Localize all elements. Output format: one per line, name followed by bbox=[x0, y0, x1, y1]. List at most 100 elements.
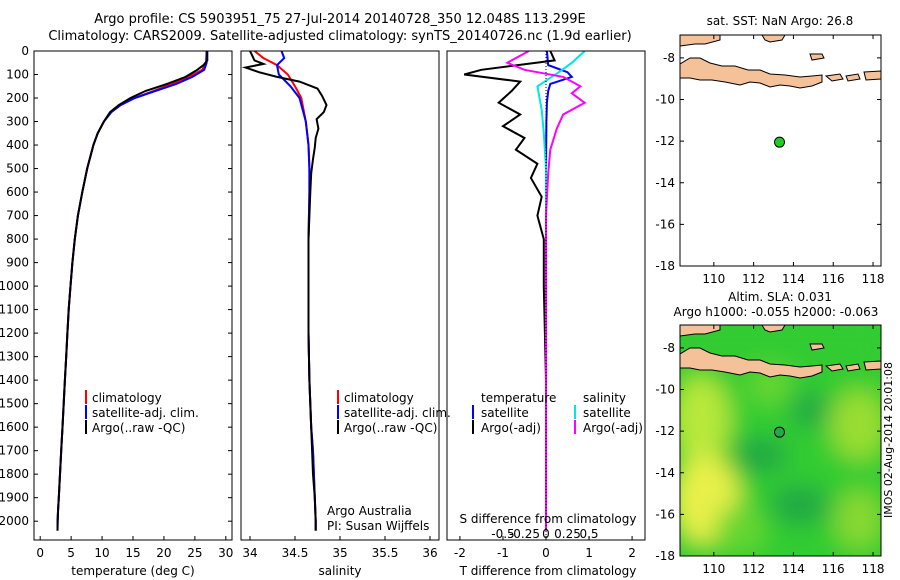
sst-map-ytick-label: -18 bbox=[655, 259, 675, 273]
legend-label-sal-argo: Argo(-adj) bbox=[583, 421, 643, 435]
difference-xtick-label: 1 bbox=[585, 546, 593, 560]
sst-map-ytick-label: -14 bbox=[655, 176, 675, 190]
temperature-xtick-label: 5 bbox=[67, 546, 75, 560]
argo-location-marker bbox=[775, 137, 785, 147]
sst-map-xtick-label: 112 bbox=[742, 272, 765, 286]
temperature-xlabel: temperature (deg C) bbox=[71, 564, 194, 578]
temperature-ytick-label: 500 bbox=[6, 162, 29, 176]
salinity-series-satellite-adj-clim bbox=[277, 51, 316, 531]
salinity-xtick-label: 35 bbox=[332, 546, 347, 560]
temperature-ytick-label: 400 bbox=[6, 138, 29, 152]
temperature-ytick-label: 800 bbox=[6, 232, 29, 246]
salinity-xtick-label: 36 bbox=[422, 546, 437, 560]
legend-label-satellite-adj: satellite-adj. clim. bbox=[92, 406, 199, 420]
sst-map-xtick-label: 110 bbox=[702, 272, 725, 286]
legend-label-climatology: climatology bbox=[92, 391, 162, 405]
salinity-legend: climatology satellite-adj. clim. Argo(..… bbox=[338, 390, 451, 435]
temperature-series-argo-raw-qc bbox=[58, 51, 208, 531]
sla-map-ytick-label: -16 bbox=[655, 507, 675, 521]
argo-location-marker bbox=[775, 427, 785, 437]
sst-map-ytick-label: -10 bbox=[655, 93, 675, 107]
sla-map-xtick-label: 114 bbox=[782, 562, 805, 576]
temperature-ytick-label: 1900 bbox=[0, 491, 29, 505]
temperature-ytick-label: 900 bbox=[6, 256, 29, 270]
sla-map-xtick-label: 112 bbox=[742, 562, 765, 576]
sla-map-title-line2: Argo h1000: -0.055 h2000: -0.063 bbox=[674, 305, 879, 319]
temperature-ytick-label: 2000 bbox=[0, 514, 29, 528]
temperature-ytick-label: 1500 bbox=[0, 397, 29, 411]
salinity-xtick-label: 35.5 bbox=[372, 546, 399, 560]
sla-map-ytick-label: -10 bbox=[655, 383, 675, 397]
difference-top-tick-label: 0 bbox=[542, 527, 550, 541]
sla-map-xtick-label: 116 bbox=[822, 562, 845, 576]
temperature-ytick-label: 1000 bbox=[0, 279, 29, 293]
temperature-xtick-label: 30 bbox=[218, 546, 233, 560]
legend-label-temp-satellite: satellite bbox=[481, 406, 529, 420]
temperature-axes-frame bbox=[34, 51, 232, 540]
difference-top-tick-label: -0.25 bbox=[509, 527, 540, 541]
temperature-ytick-label: 300 bbox=[6, 115, 29, 129]
temperature-ytick-label: 700 bbox=[6, 209, 29, 223]
temperature-ytick-label: 1300 bbox=[0, 350, 29, 364]
legend-label-argo: Argo(..raw -QC) bbox=[344, 421, 437, 435]
difference-xtick-label: 0 bbox=[542, 546, 550, 560]
difference-xtick-label: -2 bbox=[454, 546, 466, 560]
temperature-xtick-label: 0 bbox=[36, 546, 44, 560]
temperature-ytick-label: 200 bbox=[6, 91, 29, 105]
salinity-xlabel: salinity bbox=[318, 564, 361, 578]
legend-label-temp-argo: Argo(-adj) bbox=[481, 421, 541, 435]
sst-map-ytick-label: -12 bbox=[655, 134, 675, 148]
legend-header-temperature: temperature bbox=[481, 391, 556, 405]
figure-canvas: 0 5 10 15 20 25 300100200300400500600700800900… bbox=[0, 0, 900, 580]
sst-map-xtick-label: 118 bbox=[862, 272, 885, 286]
difference-xlabel-bottom: T difference from climatology bbox=[459, 564, 637, 578]
salinity-annotation-org: Argo Australia bbox=[327, 504, 412, 518]
temperature-xtick-label: 20 bbox=[156, 546, 171, 560]
salinity-xtick-label: 34 bbox=[242, 546, 257, 560]
sst-map-ytick-label: -8 bbox=[663, 51, 675, 65]
difference-xtick-label: 2 bbox=[628, 546, 636, 560]
sst-map-xtick-label: 114 bbox=[782, 272, 805, 286]
temperature-ytick-label: 600 bbox=[6, 185, 29, 199]
temperature-ytick-label: 1200 bbox=[0, 326, 29, 340]
temperature-ytick-label: 1100 bbox=[0, 303, 29, 317]
temperature-series-climatology bbox=[58, 51, 207, 531]
temperature-ytick-label: 0 bbox=[21, 44, 29, 58]
sla-map-ytick-label: -14 bbox=[655, 466, 675, 480]
sla-map-ytick-label: -12 bbox=[655, 424, 675, 438]
difference-panel: -2 -1 0 1 2 T difference from climatology S … bbox=[447, 51, 645, 578]
temperature-ytick-label: 100 bbox=[6, 68, 29, 82]
temperature-legend: climatology satellite-adj. clim. Argo(..… bbox=[86, 390, 199, 435]
sla-map-xtick-label: 110 bbox=[702, 562, 725, 576]
salinity-series-argo-raw-qc bbox=[246, 51, 327, 531]
sla-map-ytick-label: -18 bbox=[655, 549, 675, 563]
salinity-xtick-label: 34.5 bbox=[282, 546, 309, 560]
legend-label-satellite-adj: satellite-adj. clim. bbox=[344, 406, 451, 420]
temperature-ytick-label: 1400 bbox=[0, 373, 29, 387]
difference-legend: temperature salinity satellite Argo(-adj… bbox=[473, 391, 643, 435]
sst-map-ytick-label: -16 bbox=[655, 217, 675, 231]
temperature-xtick-label: 15 bbox=[125, 546, 140, 560]
sst-map-title: sat. SST: NaN Argo: 26.8 bbox=[707, 14, 854, 28]
difference-xtick-label: -1 bbox=[497, 546, 509, 560]
difference-xlabel-top: S difference from climatology bbox=[460, 512, 637, 526]
temperature-xtick-label: 25 bbox=[187, 546, 202, 560]
difference-series-temperature-argo-adj bbox=[464, 51, 554, 531]
sla-map-title-line1: Altim. SLA: 0.031 bbox=[728, 290, 832, 304]
sla-map-ytick-label: -8 bbox=[663, 341, 675, 355]
sumbawa-island bbox=[864, 361, 881, 370]
legend-label-argo: Argo(..raw -QC) bbox=[92, 421, 185, 435]
sla-map: Altim. SLA: 0.031 Argo h1000: -0.055 h20… bbox=[655, 290, 890, 576]
legend-label-sal-satellite: satellite bbox=[583, 406, 631, 420]
temperature-panel: 0 5 10 15 20 25 300100200300400500600700800900… bbox=[0, 44, 233, 578]
salinity-panel: 34 34.5 35 35.5 36 salinity climatology sate… bbox=[241, 51, 451, 578]
sst-map-xtick-label: 116 bbox=[822, 272, 845, 286]
difference-top-tick-label: 0.25 bbox=[554, 527, 581, 541]
difference-top-tick-label: 0.5 bbox=[579, 527, 598, 541]
sumbawa-island bbox=[864, 71, 881, 80]
temperature-ytick-label: 1700 bbox=[0, 444, 29, 458]
salinity-annotation-pi: PI: Susan Wijffels bbox=[327, 519, 429, 533]
temperature-xtick-label: 10 bbox=[94, 546, 109, 560]
legend-label-climatology: climatology bbox=[344, 391, 414, 405]
salinity-axes-frame bbox=[241, 51, 439, 540]
